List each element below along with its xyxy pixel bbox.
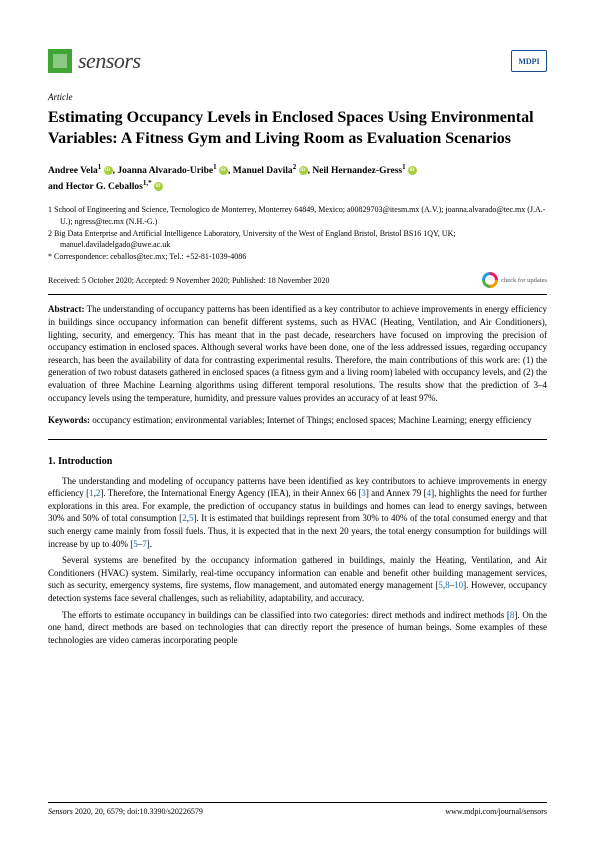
journal-name: sensors [78,48,141,74]
abstract-text: The understanding of occupancy patterns … [48,304,547,402]
body-paragraph: Several systems are benefited by the occ… [48,554,547,604]
sensors-icon [48,49,72,73]
author-sup: 1 [98,163,102,171]
author-sup: 1 [213,163,217,171]
correspondence: * Correspondence: ceballos@tec.mx; Tel.:… [60,251,547,262]
orcid-icon[interactable] [104,166,113,175]
author-sup: 2 [293,163,297,171]
publication-dates: Received: 5 October 2020; Accepted: 9 No… [48,276,330,285]
author: , Joanna Alvarado-Uribe [113,166,214,176]
orcid-icon[interactable] [154,182,163,191]
orcid-icon[interactable] [299,166,308,175]
check-updates-button[interactable]: check for updates [482,272,547,288]
journal-logo: sensors [48,48,141,74]
publisher-logo: MDPI [511,50,547,72]
orcid-icon[interactable] [219,166,228,175]
abstract: Abstract: The understanding of occupancy… [48,303,547,404]
author: , Manuel Davila [228,166,293,176]
keywords-text: occupancy estimation; environmental vari… [90,415,532,425]
body-paragraph: The efforts to estimate occupancy in bui… [48,609,547,647]
page-footer: Sensors 2020, 20, 6579; doi:10.3390/s202… [48,802,547,816]
footer-url[interactable]: www.mdpi.com/journal/sensors [445,807,547,816]
section-heading: 1. Introduction [48,456,547,467]
author-sup: 1,* [143,179,152,187]
article-title: Estimating Occupancy Levels in Enclosed … [48,108,547,150]
dates-row: Received: 5 October 2020; Accepted: 9 No… [48,272,547,288]
keywords-label: Keywords: [48,415,90,425]
affiliations: 1 School of Engineering and Science, Tec… [48,204,547,262]
footer-citation: Sensors 2020, 20, 6579; doi:10.3390/s202… [48,807,203,816]
citation-link[interactable]: 10 [454,580,463,590]
orcid-icon[interactable] [408,166,417,175]
article-type: Article [48,92,547,102]
check-updates-icon [482,272,498,288]
affiliation: 1 School of Engineering and Science, Tec… [60,204,547,226]
abstract-label: Abstract: [48,304,85,314]
keywords: Keywords: occupancy estimation; environm… [48,414,547,427]
page-header: sensors MDPI [48,48,547,74]
body-paragraph: The understanding and modeling of occupa… [48,475,547,551]
author: and Hector G. Ceballos [48,182,143,192]
divider [48,439,547,440]
author: Andree Vela [48,166,98,176]
check-updates-label: check for updates [501,277,547,284]
author-sup: 1 [402,163,406,171]
divider [48,294,547,295]
affiliation: 2 Big Data Enterprise and Artificial Int… [60,228,547,250]
authors-list: Andree Vela1 , Joanna Alvarado-Uribe1 , … [48,162,547,195]
author: , Neil Hernandez-Gress [308,166,403,176]
